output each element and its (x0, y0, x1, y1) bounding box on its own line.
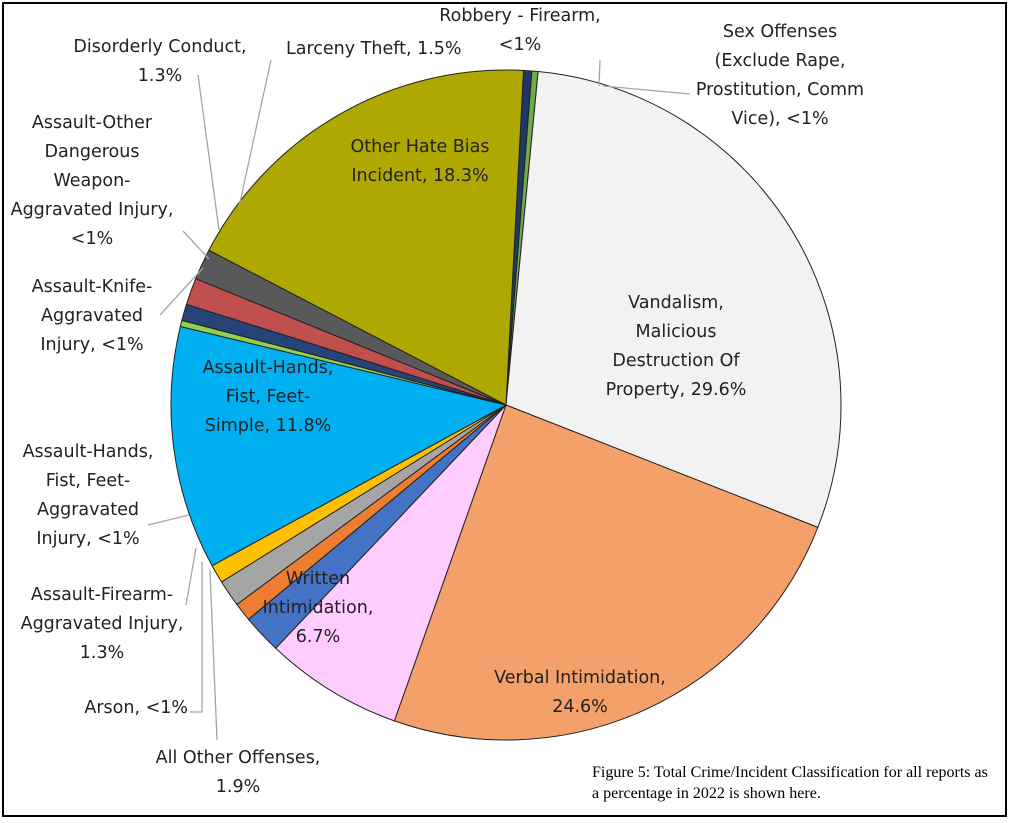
leader-sex (602, 85, 691, 95)
leader-assault-other (182, 230, 210, 260)
label-robbery: Robbery - Firearm, <1% (439, 6, 601, 55)
label-assault-hands-simple: Assault-Hands, Fist, Feet-Simple, 11.8% (203, 358, 334, 436)
label-vandalism: Vandalism, Malicious Destruction Of Propert… (606, 293, 747, 400)
label-other-hate-bias: Other Hate Bias Incident, 18.3% (350, 137, 489, 186)
label-assault-firearm: Assault-Firearm-Aggravated Injury, 1.3% (21, 585, 184, 663)
label-assault-knife: Assault-Knife-Aggravated Injury, <1% (32, 277, 153, 355)
leader-arson (190, 562, 203, 713)
pie-slice-2 (505, 71, 842, 528)
label-larceny-theft: Larceny Theft, 1.5% (286, 39, 462, 59)
leader-assault-hands-agg (147, 514, 190, 526)
label-verbal-intimidation: Verbal Intimidation, 24.6% (494, 668, 666, 717)
leader-lines (147, 59, 691, 741)
leader-other-offenses (209, 569, 218, 741)
pie-slice-4 (275, 404, 507, 722)
label-all-other-offenses: All Other Offenses, 1.9% (156, 748, 321, 797)
pie-slice-9 (170, 325, 507, 567)
leader-assault-firearm (185, 547, 197, 606)
leader-assault-knife (159, 267, 204, 316)
pie-slices (170, 69, 842, 741)
label-sex-offenses: Sex Offenses (Exclude Rape, Prostitution, … (696, 22, 864, 129)
leader-larceny (238, 59, 272, 208)
leader-robbery (598, 59, 601, 87)
pie-slice-14 (208, 69, 525, 406)
label-assault-hands-aggravated: Assault-Hands, Fist, Feet-Aggravated Injur… (23, 442, 154, 549)
label-disorderly-conduct: Disorderly Conduct, 1.3% (73, 37, 246, 86)
label-written-intimidation: Written Intimidation, 6.7% (263, 569, 374, 647)
label-assault-other: Assault-Other Dangerous Weapon-Aggravated … (11, 113, 174, 249)
leader-disorderly (197, 74, 220, 231)
figure-caption: Figure 5: Total Crime/Incident Classific… (592, 764, 988, 802)
pie-slice-3 (393, 404, 819, 741)
slice-labels: Robbery - Firearm, <1% Sex Offenses (Exclu… (11, 6, 865, 797)
label-arson: Arson, <1% (84, 698, 188, 718)
